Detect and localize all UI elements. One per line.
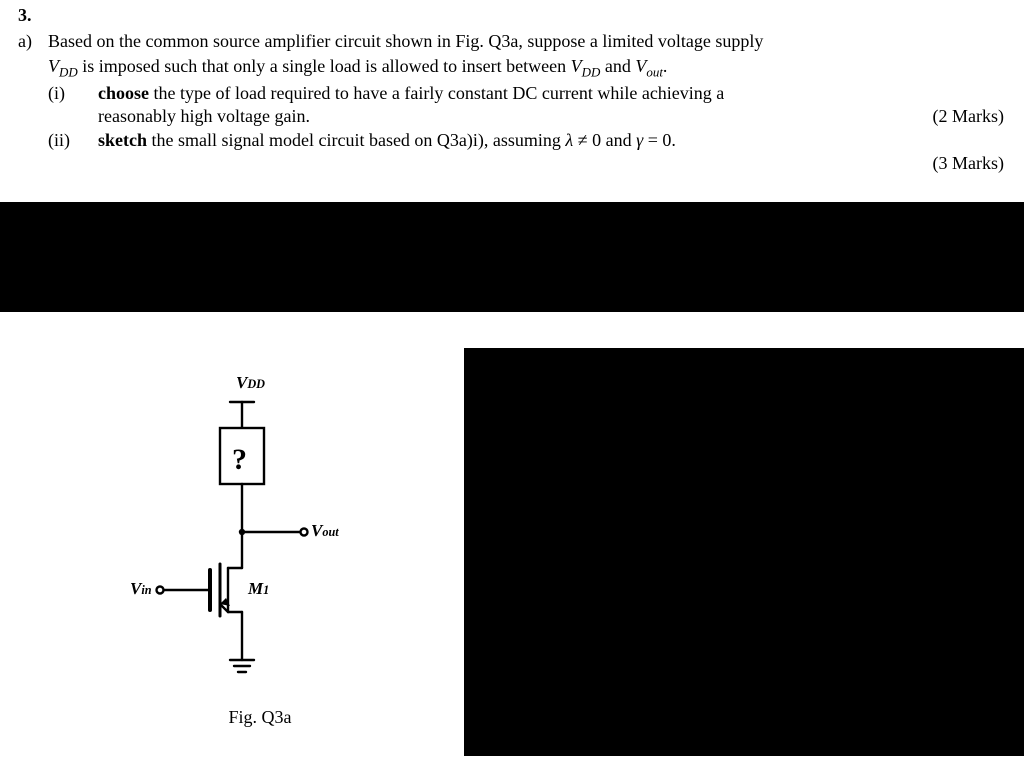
label-vin: Vin bbox=[130, 578, 152, 599]
circuit-svg bbox=[120, 372, 400, 702]
subpart-i-line1: choose the type of load required to have… bbox=[98, 82, 1004, 105]
subpart-i-marks: (2 Marks) bbox=[925, 105, 1004, 128]
label-vdd: VDD bbox=[236, 372, 265, 393]
redaction-bar-top bbox=[0, 202, 1024, 312]
label-vout: Vout bbox=[311, 520, 339, 541]
redaction-block-right bbox=[464, 348, 1024, 756]
subpart-ii-line1: sketch the small signal model circuit ba… bbox=[98, 129, 1004, 152]
question-body: Based on the common source amplifier cir… bbox=[48, 30, 1004, 174]
page: 3. a) Based on the common source amplifi… bbox=[0, 0, 1024, 780]
subpart-ii-label: (ii) bbox=[48, 129, 98, 152]
intro-line-2: VDD is imposed such that only a single l… bbox=[48, 55, 1004, 81]
subpart-i-line2-row: reasonably high voltage gain. (2 Marks) bbox=[98, 105, 1004, 128]
figure-q3a: VDD Vout Vin M1 ? bbox=[120, 372, 400, 742]
intro-line-1: Based on the common source amplifier cir… bbox=[48, 30, 1004, 53]
part-label-a: a) bbox=[18, 30, 32, 53]
question-number: 3. bbox=[18, 4, 32, 27]
subpart-i-line2: reasonably high voltage gain. bbox=[98, 105, 310, 128]
subpart-ii-marks: (3 Marks) bbox=[925, 152, 1004, 175]
subpart-i: (i) choose the type of load required to … bbox=[48, 82, 1004, 127]
subpart-ii-marks-row: (3 Marks) bbox=[98, 152, 1004, 175]
label-m1: M1 bbox=[248, 578, 269, 599]
subpart-ii: (ii) sketch the small signal model circu… bbox=[48, 129, 1004, 174]
unknown-load-icon: ? bbox=[232, 441, 247, 479]
subpart-i-label: (i) bbox=[48, 82, 98, 105]
figure-caption: Fig. Q3a bbox=[120, 706, 400, 729]
